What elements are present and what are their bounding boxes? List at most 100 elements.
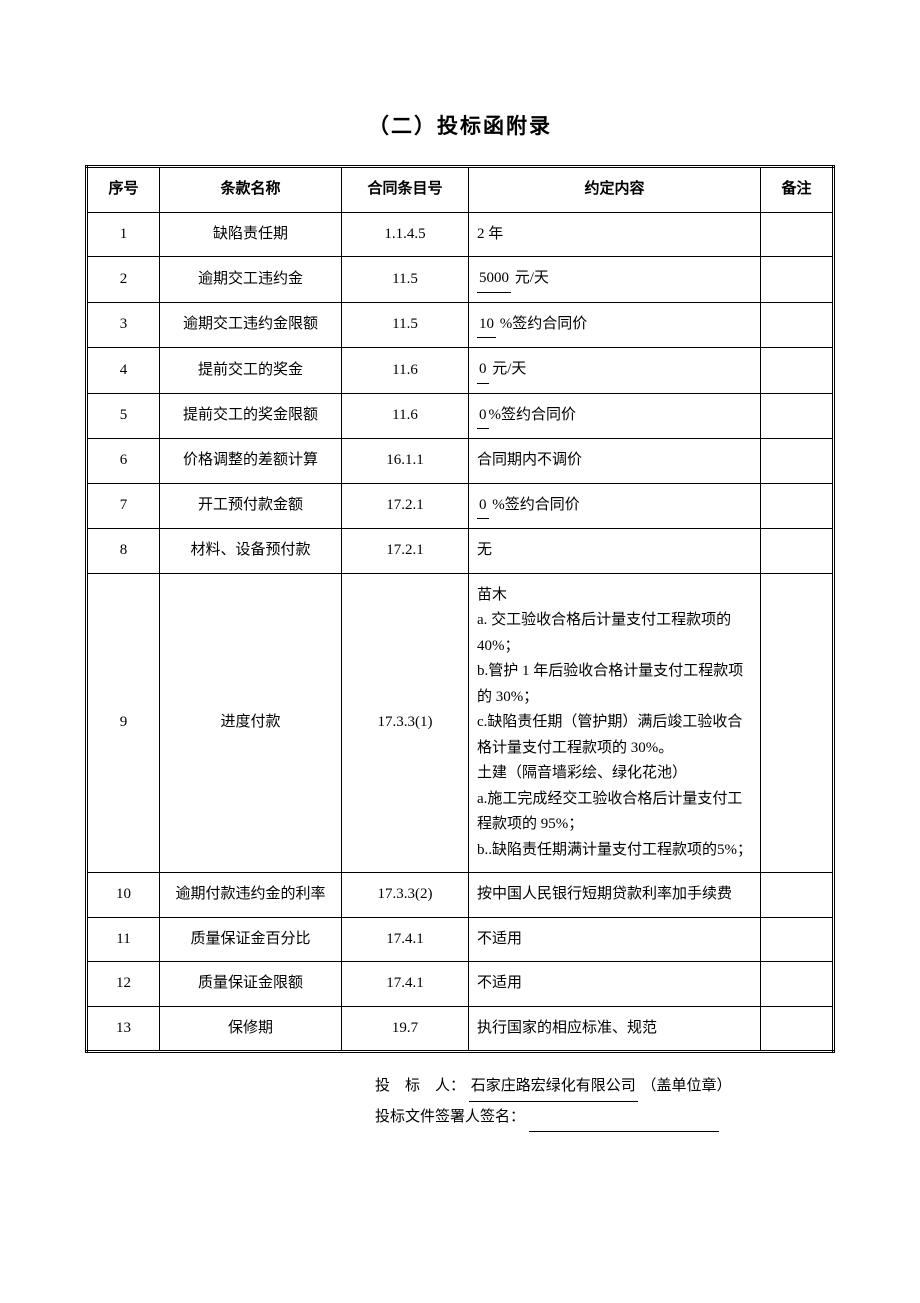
cell-name: 逾期交工违约金: [160, 257, 342, 303]
cell-content: 苗木a. 交工验收合格后计量支付工程款项的40%；b.管护 1 年后验收合格计量…: [469, 573, 761, 873]
document-page: （二）投标函附录 序号 条款名称 合同条目号 约定内容 备注 1缺陷责任期1.1…: [0, 0, 920, 1303]
cell-ref: 11.6: [342, 393, 469, 439]
cell-ref: 17.4.1: [342, 962, 469, 1007]
bidder-line: 投 标 人： 石家庄路宏绿化有限公司 （盖单位章）: [375, 1071, 835, 1102]
content-line: b.管护 1 年后验收合格计量支付工程款项的 30%；: [477, 659, 752, 710]
table-row: 2逾期交工违约金11.5 5000 元/天: [87, 257, 834, 303]
table-row: 11质量保证金百分比17.4.1不适用: [87, 917, 834, 962]
cell-content: 0 元/天: [469, 348, 761, 394]
cell-seq: 9: [87, 573, 160, 873]
cell-remark: [761, 393, 834, 439]
cell-seq: 12: [87, 962, 160, 1007]
signer-label: 投标文件签署人签名：: [375, 1109, 525, 1125]
table-row: 1缺陷责任期1.1.4.52 年: [87, 212, 834, 257]
cell-content: 无: [469, 529, 761, 574]
table-row: 12质量保证金限额17.4.1不适用: [87, 962, 834, 1007]
bidder-suffix: （盖单位章）: [642, 1078, 732, 1094]
cell-name: 保修期: [160, 1006, 342, 1052]
cell-seq: 10: [87, 873, 160, 918]
content-line: 土建（隔音墙彩绘、绿化花池）: [477, 761, 752, 787]
cell-seq: 6: [87, 439, 160, 484]
cell-ref: 16.1.1: [342, 439, 469, 484]
content-line: a. 交工验收合格后计量支付工程款项的40%；: [477, 608, 752, 659]
cell-seq: 7: [87, 483, 160, 529]
cell-ref: 11.5: [342, 257, 469, 303]
cell-seq: 4: [87, 348, 160, 394]
cell-name: 材料、设备预付款: [160, 529, 342, 574]
table-row: 4提前交工的奖金11.6 0 元/天: [87, 348, 834, 394]
cell-name: 质量保证金限额: [160, 962, 342, 1007]
cell-ref: 11.5: [342, 302, 469, 348]
content-suffix: 元/天: [489, 361, 527, 377]
content-underline-value: 0: [477, 493, 489, 520]
content-suffix: 元/天: [511, 270, 549, 286]
cell-content: 0 %签约合同价: [469, 393, 761, 439]
cell-remark: [761, 348, 834, 394]
content-suffix: %签约合同价: [496, 316, 587, 332]
content-suffix: %签约合同价: [489, 497, 580, 513]
header-ref: 合同条目号: [342, 167, 469, 213]
cell-name: 提前交工的奖金限额: [160, 393, 342, 439]
bid-appendix-table: 序号 条款名称 合同条目号 约定内容 备注 1缺陷责任期1.1.4.52 年2逾…: [85, 165, 835, 1053]
cell-content: 按中国人民银行短期贷款利率加手续费: [469, 873, 761, 918]
cell-remark: [761, 212, 834, 257]
cell-ref: 17.2.1: [342, 529, 469, 574]
content-suffix: %签约合同价: [489, 407, 577, 423]
content-line: c.缺陷责任期（管护期）满后竣工验收合格计量支付工程款项的 30%。: [477, 710, 752, 761]
cell-content: 0 %签约合同价: [469, 483, 761, 529]
header-content: 约定内容: [469, 167, 761, 213]
cell-remark: [761, 917, 834, 962]
bidder-name: 石家庄路宏绿化有限公司: [469, 1071, 638, 1102]
cell-remark: [761, 529, 834, 574]
table-row: 10逾期付款违约金的利率17.3.3(2)按中国人民银行短期贷款利率加手续费: [87, 873, 834, 918]
cell-remark: [761, 962, 834, 1007]
table-row: 3逾期交工违约金限额11.5 10 %签约合同价: [87, 302, 834, 348]
cell-name: 缺陷责任期: [160, 212, 342, 257]
cell-remark: [761, 439, 834, 484]
cell-name: 逾期交工违约金限额: [160, 302, 342, 348]
table-row: 7开工预付款金额17.2.1 0 %签约合同价: [87, 483, 834, 529]
content-line: a.施工完成经交工验收合格后计量支付工程款项的 95%；: [477, 787, 752, 838]
table-row: 8材料、设备预付款17.2.1无: [87, 529, 834, 574]
cell-name: 提前交工的奖金: [160, 348, 342, 394]
cell-content: 执行国家的相应标准、规范: [469, 1006, 761, 1052]
cell-ref: 1.1.4.5: [342, 212, 469, 257]
table-row: 9进度付款17.3.3(1)苗木a. 交工验收合格后计量支付工程款项的40%；b…: [87, 573, 834, 873]
content-underline-value: 0: [477, 403, 489, 430]
cell-ref: 11.6: [342, 348, 469, 394]
cell-seq: 1: [87, 212, 160, 257]
cell-name: 质量保证金百分比: [160, 917, 342, 962]
cell-seq: 5: [87, 393, 160, 439]
cell-remark: [761, 257, 834, 303]
cell-seq: 3: [87, 302, 160, 348]
signer-blank: [529, 1113, 719, 1132]
cell-remark: [761, 573, 834, 873]
footer-block: 投 标 人： 石家庄路宏绿化有限公司 （盖单位章） 投标文件签署人签名：: [85, 1071, 835, 1132]
cell-ref: 17.3.3(2): [342, 873, 469, 918]
cell-content: 不适用: [469, 917, 761, 962]
cell-ref: 17.4.1: [342, 917, 469, 962]
cell-content: 5000 元/天: [469, 257, 761, 303]
table-row: 6价格调整的差额计算16.1.1合同期内不调价: [87, 439, 834, 484]
cell-name: 价格调整的差额计算: [160, 439, 342, 484]
table-header-row: 序号 条款名称 合同条目号 约定内容 备注: [87, 167, 834, 213]
cell-content: 合同期内不调价: [469, 439, 761, 484]
content-underline-value: 0: [477, 357, 489, 384]
cell-remark: [761, 302, 834, 348]
cell-remark: [761, 483, 834, 529]
cell-content: 不适用: [469, 962, 761, 1007]
cell-remark: [761, 873, 834, 918]
cell-content: 2 年: [469, 212, 761, 257]
cell-remark: [761, 1006, 834, 1052]
table-row: 5提前交工的奖金限额11.6 0 %签约合同价: [87, 393, 834, 439]
content-underline-value: 10: [477, 312, 496, 339]
bidder-label: 投 标 人：: [375, 1078, 465, 1094]
cell-ref: 17.2.1: [342, 483, 469, 529]
header-remark: 备注: [761, 167, 834, 213]
content-line: b..缺陷责任期满计量支付工程款项的5%；: [477, 838, 752, 864]
cell-ref: 19.7: [342, 1006, 469, 1052]
page-title: （二）投标函附录: [85, 110, 835, 140]
signer-line: 投标文件签署人签名：: [375, 1102, 835, 1132]
cell-name: 进度付款: [160, 573, 342, 873]
cell-seq: 11: [87, 917, 160, 962]
